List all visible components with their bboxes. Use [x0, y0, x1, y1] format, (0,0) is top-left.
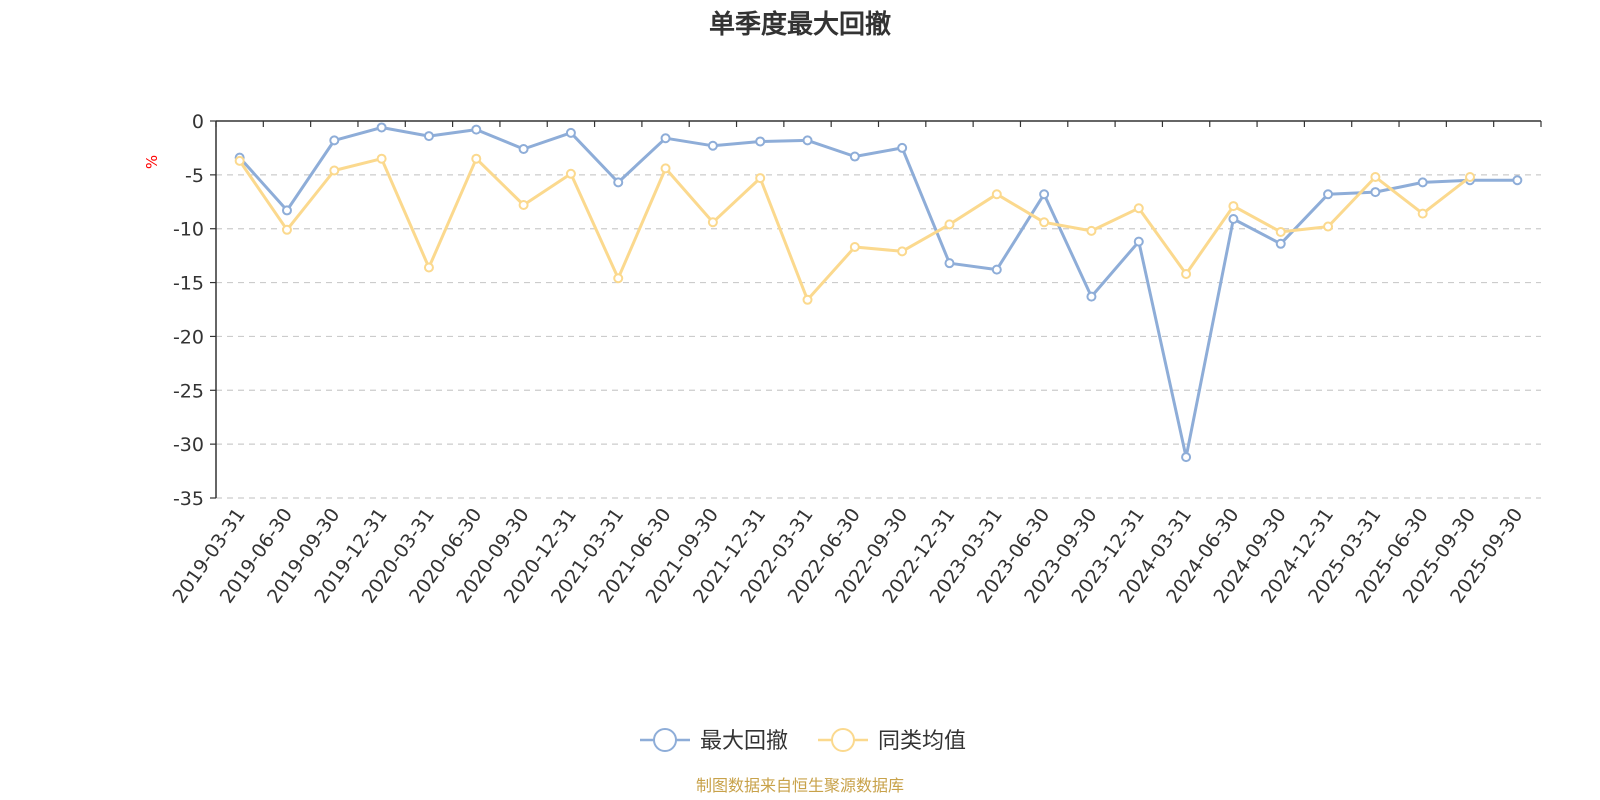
- data-point[interactable]: [565, 168, 576, 179]
- data-point[interactable]: [897, 246, 908, 257]
- data-point[interactable]: [471, 124, 482, 135]
- y-tick-label: -10: [173, 219, 204, 241]
- data-point[interactable]: [281, 205, 292, 216]
- data-point[interactable]: [802, 294, 813, 305]
- data-point[interactable]: [1275, 226, 1286, 237]
- data-point[interactable]: [1228, 201, 1239, 212]
- data-point[interactable]: [518, 200, 529, 211]
- data-point[interactable]: [1039, 217, 1050, 228]
- data-point[interactable]: [991, 189, 1002, 200]
- data-point[interactable]: [849, 242, 860, 253]
- data-point[interactable]: [376, 153, 387, 164]
- legend-item-1[interactable]: 同类均值: [818, 728, 966, 754]
- data-point[interactable]: [944, 219, 955, 230]
- data-point[interactable]: [1039, 189, 1050, 200]
- data-point[interactable]: [849, 151, 860, 162]
- data-point[interactable]: [1417, 177, 1428, 188]
- legend-marker: [831, 728, 855, 752]
- data-point[interactable]: [1465, 172, 1476, 183]
- data-point[interactable]: [944, 258, 955, 269]
- y-tick-label: -20: [173, 326, 204, 348]
- data-point[interactable]: [376, 122, 387, 133]
- data-point[interactable]: [707, 217, 718, 228]
- data-point[interactable]: [329, 135, 340, 146]
- series-line-0: [238, 126, 1518, 459]
- series-lines: [234, 122, 1523, 463]
- data-point[interactable]: [1323, 189, 1334, 200]
- data-point[interactable]: [755, 136, 766, 147]
- data-point[interactable]: [281, 224, 292, 235]
- data-point[interactable]: [423, 262, 434, 273]
- y-tick-label: -5: [185, 165, 204, 187]
- legend-item-0[interactable]: 最大回撤: [640, 728, 788, 754]
- data-point[interactable]: [518, 144, 529, 155]
- data-point[interactable]: [1370, 187, 1381, 198]
- data-point[interactable]: [660, 133, 671, 144]
- data-point[interactable]: [1181, 452, 1192, 463]
- data-point[interactable]: [1133, 236, 1144, 247]
- y-tick-label: -35: [173, 488, 204, 510]
- data-point[interactable]: [991, 264, 1002, 275]
- data-point[interactable]: [565, 127, 576, 138]
- legend-label: 同类均值: [878, 729, 966, 754]
- data-point[interactable]: [423, 131, 434, 142]
- data-point[interactable]: [1228, 214, 1239, 225]
- y-tick-label: -15: [173, 273, 204, 295]
- y-axis-label: %: [143, 155, 161, 169]
- data-source-note: 制图数据来自恒生聚源数据库: [696, 776, 904, 795]
- y-tick-label: -25: [173, 380, 204, 402]
- legend[interactable]: 最大回撤 同类均值: [640, 728, 966, 754]
- data-point[interactable]: [471, 153, 482, 164]
- data-point[interactable]: [1323, 221, 1334, 232]
- data-point[interactable]: [707, 140, 718, 151]
- data-point[interactable]: [329, 165, 340, 176]
- data-point[interactable]: [1512, 175, 1523, 186]
- data-point[interactable]: [1181, 268, 1192, 279]
- data-point[interactable]: [613, 177, 624, 188]
- data-point[interactable]: [234, 155, 245, 166]
- legend-marker: [653, 728, 677, 752]
- data-point[interactable]: [1370, 172, 1381, 183]
- data-point[interactable]: [613, 273, 624, 284]
- data-point[interactable]: [802, 135, 813, 146]
- data-point[interactable]: [755, 173, 766, 184]
- data-point[interactable]: [1275, 238, 1286, 249]
- data-point[interactable]: [1086, 291, 1097, 302]
- grid-lines: [216, 174, 1541, 499]
- data-point[interactable]: [660, 163, 671, 174]
- y-tick-label: -30: [173, 434, 204, 456]
- data-point[interactable]: [897, 142, 908, 153]
- data-point[interactable]: [1086, 225, 1097, 236]
- legend-label: 最大回撤: [700, 729, 788, 754]
- data-point[interactable]: [1133, 203, 1144, 214]
- axes: 0-5-10-15-20-25-30-352019-03-312019-06-3…: [168, 111, 1542, 607]
- y-tick-label: 0: [192, 111, 204, 133]
- chart-title: 单季度最大回撤: [709, 9, 891, 40]
- data-point[interactable]: [1417, 208, 1428, 219]
